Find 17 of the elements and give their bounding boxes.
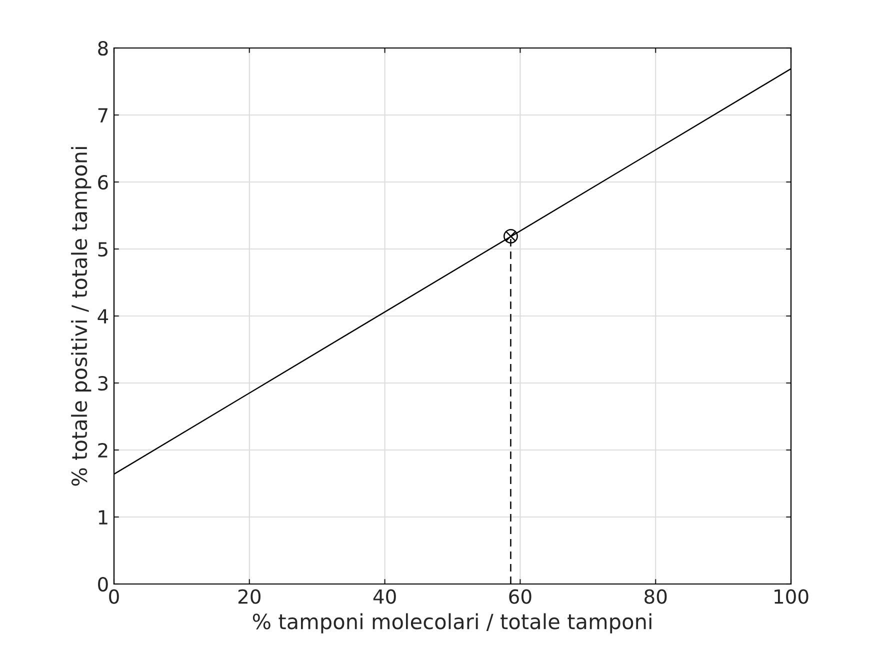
y-tick-label: 6 [98,174,108,190]
y-tick-label: 3 [98,376,108,391]
y-tick-label: 8 [98,40,108,56]
x-axis-title: % tamponi molecolari / totale tamponi [252,613,652,634]
x-tick-label: 40 [373,589,396,604]
x-tick-label: 60 [509,589,532,604]
y-tick-label: 7 [98,108,108,122]
x-tick-label: 20 [238,589,260,604]
x-tick-label: 0 [109,589,119,604]
x-tick-label: 100 [774,589,808,604]
y-tick-label: 1 [98,510,108,524]
y-tick-label: 4 [98,309,108,324]
y-tick-label: 2 [98,442,108,458]
x-tick-label: 80 [644,589,667,604]
y-tick-label: 0 [98,576,108,592]
y-axis-title: % totale positivi / totale tamponi [71,147,92,486]
y-tick-label: 5 [98,242,108,257]
